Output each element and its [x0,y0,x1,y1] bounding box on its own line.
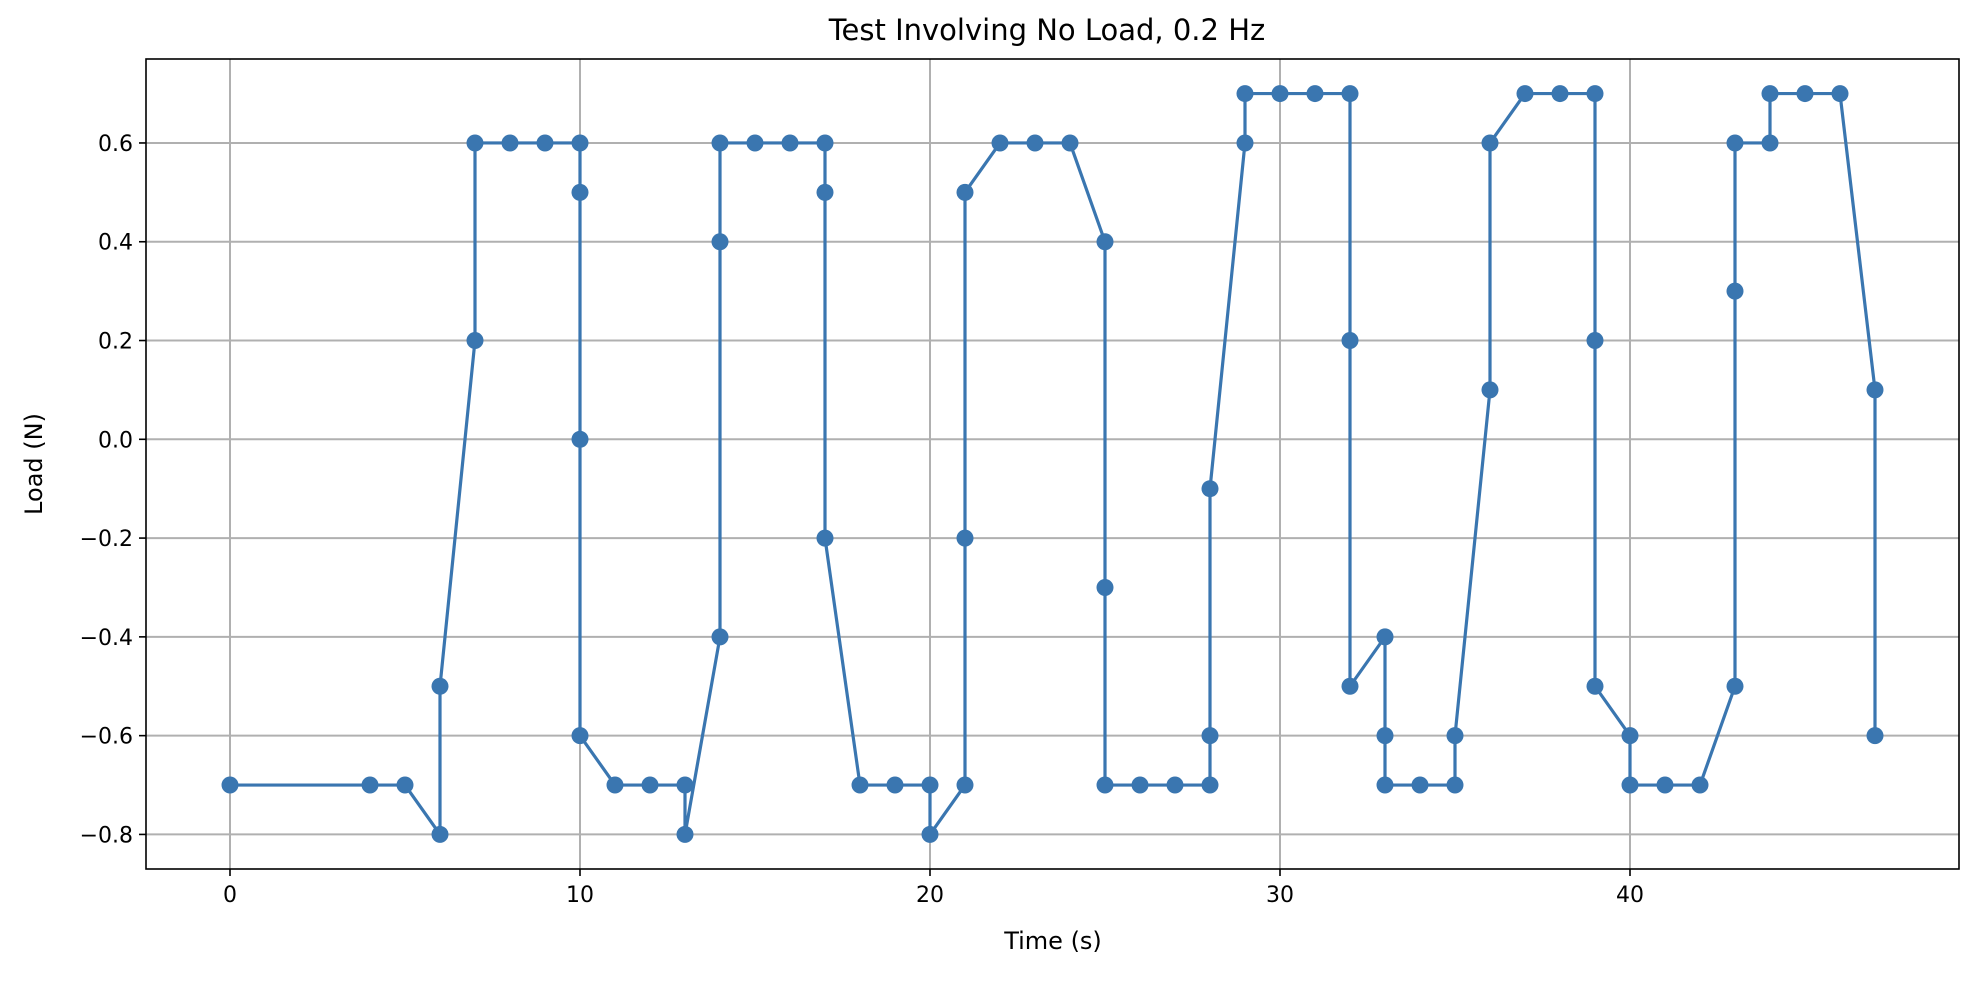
data-point [641,776,659,794]
data-point [1551,85,1569,103]
data-point [781,134,799,152]
data-point [1096,578,1114,596]
data-point [536,134,554,152]
data-point [571,134,589,152]
data-point [816,183,834,201]
data-point [1866,381,1884,399]
data-point [886,776,904,794]
data-point [1236,134,1254,152]
data-point [1761,85,1779,103]
data-point [1236,85,1254,103]
data-point [1096,776,1114,794]
data-point [921,825,939,843]
data-point [1376,727,1394,745]
data-point [571,430,589,448]
data-point [1726,282,1744,300]
data-point [1516,85,1534,103]
data-point [1866,727,1884,745]
data-point [1691,776,1709,794]
plot-frame [145,58,1960,870]
data-point [1201,480,1219,498]
x-axis-label: Time (s) [1003,927,1102,955]
x-tick-label: 30 [1266,883,1294,908]
data-point [1726,677,1744,695]
data-point [396,776,414,794]
series-layer [221,85,1884,843]
data-point [1831,85,1849,103]
data-point [1201,727,1219,745]
x-tick-label: 20 [916,883,944,908]
data-point [1481,134,1499,152]
data-point [1341,332,1359,350]
data-point [1166,776,1184,794]
y-tick-label: 0.2 [98,330,133,355]
data-point [676,825,694,843]
data-point [956,529,974,547]
data-point [1761,134,1779,152]
data-point [746,134,764,152]
data-point [1341,677,1359,695]
data-point [571,183,589,201]
y-tick-label: 0.6 [98,132,133,157]
data-point [466,134,484,152]
data-point [431,677,449,695]
data-point [1446,776,1464,794]
y-tick-label: −0.8 [80,823,133,848]
data-point [1341,85,1359,103]
data-point [606,776,624,794]
x-tick-label: 10 [566,883,594,908]
data-point [1446,727,1464,745]
data-point [1306,85,1324,103]
data-point [1411,776,1429,794]
data-point [501,134,519,152]
data-point [1376,628,1394,646]
data-point [1061,134,1079,152]
data-point [1656,776,1674,794]
chart-title: Test Involving No Load, 0.2 Hz [828,13,1265,47]
data-point [1201,776,1219,794]
data-point [1621,776,1639,794]
data-point [991,134,1009,152]
y-tick-label: −0.4 [80,626,133,651]
data-point [921,776,939,794]
axis-ticks: 0 10 20 30 40 −0.8 −0.6 −0.4 −0.2 0.0 0.2 0.4 0.6 [80,132,1644,908]
data-point [676,776,694,794]
data-point [1621,727,1639,745]
data-point [1586,677,1604,695]
y-tick-label: 0.4 [98,231,133,256]
data-point [711,628,729,646]
data-point [1481,381,1499,399]
data-point [956,776,974,794]
data-point [1586,332,1604,350]
y-tick-label: −0.6 [80,725,133,750]
data-point [816,529,834,547]
x-tick-label: 0 [223,883,237,908]
grid-lines [146,59,1959,869]
data-point [1796,85,1814,103]
data-point [1271,85,1289,103]
data-point [1026,134,1044,152]
data-point [711,134,729,152]
data-point [1096,233,1114,251]
series-line [230,91,1877,837]
y-tick-label: 0.0 [98,428,133,453]
data-point [816,134,834,152]
data-point [466,332,484,350]
data-point [1586,85,1604,103]
data-point [1726,134,1744,152]
x-tick-label: 40 [1616,883,1644,908]
data-point [1131,776,1149,794]
y-axis-label: Load (N) [20,413,48,515]
y-tick-label: −0.2 [80,527,133,552]
data-point [571,727,589,745]
data-point [1376,776,1394,794]
data-point [851,776,869,794]
data-point [431,825,449,843]
data-point [956,183,974,201]
data-point [361,776,379,794]
data-point [221,776,239,794]
data-point [711,233,729,251]
